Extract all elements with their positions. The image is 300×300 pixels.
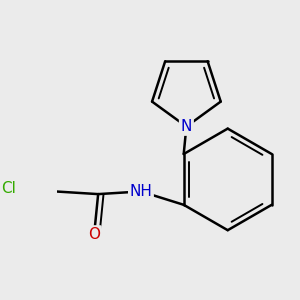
- Text: Cl: Cl: [1, 181, 16, 196]
- Text: O: O: [88, 227, 100, 242]
- Text: NH: NH: [130, 184, 152, 199]
- Text: N: N: [181, 119, 192, 134]
